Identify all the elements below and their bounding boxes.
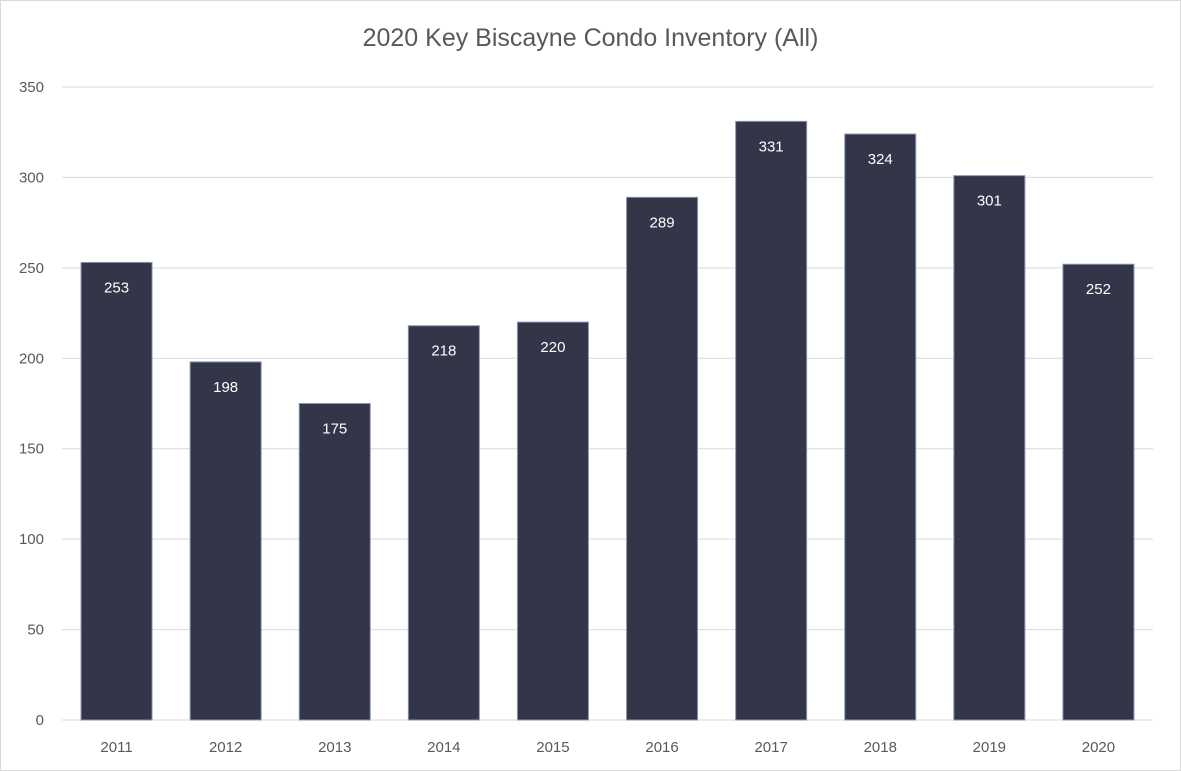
x-tick-label: 2015 bbox=[536, 739, 569, 756]
bar bbox=[407, 325, 480, 721]
data-label: 289 bbox=[650, 214, 675, 231]
x-tick-label: 2014 bbox=[427, 739, 460, 756]
x-tick-label: 2016 bbox=[645, 739, 678, 756]
data-label: 175 bbox=[322, 421, 347, 438]
bar bbox=[626, 196, 699, 721]
bar bbox=[844, 133, 917, 721]
bar bbox=[298, 403, 371, 721]
data-label: 331 bbox=[759, 138, 784, 155]
x-tick-label: 2012 bbox=[209, 739, 242, 756]
y-tick-label: 150 bbox=[19, 441, 44, 458]
y-tick-label: 300 bbox=[19, 169, 44, 186]
x-tick-label: 2011 bbox=[100, 739, 132, 756]
x-tick-label: 2017 bbox=[754, 739, 787, 756]
data-label: 324 bbox=[868, 151, 893, 168]
x-tick-label: 2018 bbox=[864, 739, 897, 756]
data-label: 198 bbox=[213, 379, 238, 396]
data-label: 252 bbox=[1086, 281, 1111, 298]
data-label: 218 bbox=[431, 343, 456, 360]
bar bbox=[1062, 263, 1135, 721]
y-tick-label: 200 bbox=[19, 350, 44, 367]
x-tick-label: 2019 bbox=[973, 739, 1006, 756]
chart-title: 2020 Key Biscayne Condo Inventory (All) bbox=[362, 24, 819, 52]
bar bbox=[189, 361, 262, 721]
bar bbox=[516, 321, 589, 721]
x-axis-tick-labels: 2011 2012 2013 2014 2015 2016 2017 2018 2019 2020 bbox=[100, 739, 1115, 756]
bar bbox=[953, 175, 1026, 721]
y-tick-label: 50 bbox=[27, 622, 44, 639]
y-axis-tick-labels: 0 50 100 150 200 250 300 350 bbox=[19, 79, 44, 729]
y-tick-label: 0 bbox=[36, 712, 44, 729]
data-label: 253 bbox=[104, 279, 129, 296]
y-tick-label: 350 bbox=[19, 79, 44, 96]
x-tick-label: 2013 bbox=[318, 739, 351, 756]
bars: 253 198 175 218 220 289 331 324 301 252 bbox=[80, 120, 1135, 721]
data-label: 301 bbox=[977, 193, 1002, 210]
y-tick-label: 100 bbox=[19, 531, 44, 548]
x-tick-label: 2020 bbox=[1082, 739, 1115, 756]
bar bbox=[80, 261, 153, 721]
bar bbox=[735, 120, 808, 721]
data-label: 220 bbox=[540, 339, 565, 356]
y-tick-label: 250 bbox=[19, 260, 44, 277]
